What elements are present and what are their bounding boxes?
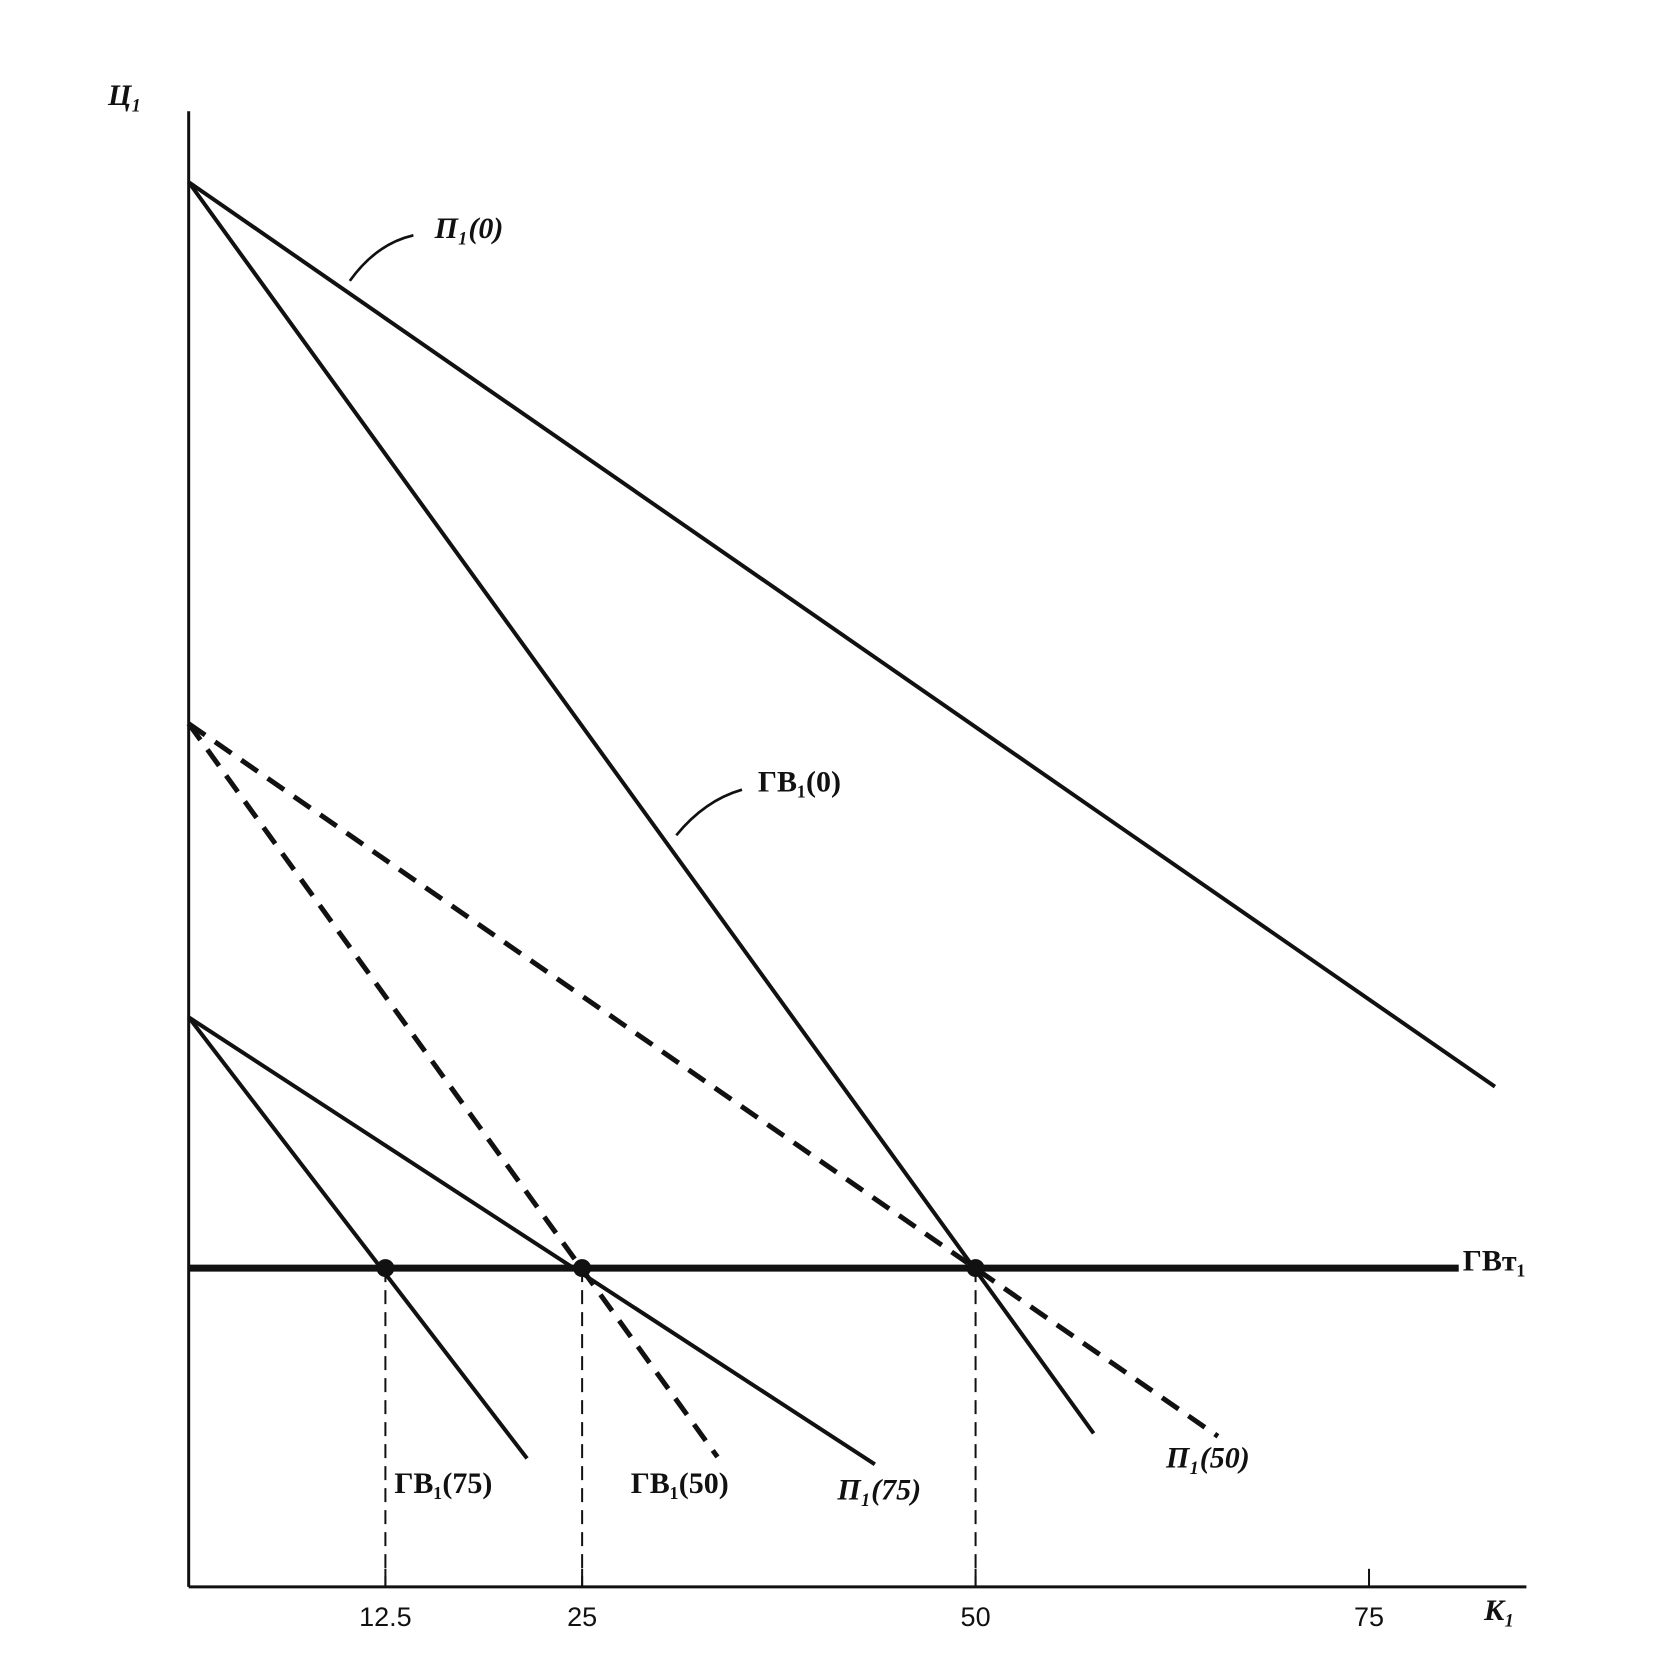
series-line bbox=[187, 721, 1220, 1439]
series-line bbox=[187, 180, 1096, 1435]
equilibrium-point bbox=[573, 1259, 592, 1278]
x-tick-label: 25 bbox=[567, 1602, 597, 1632]
series-line bbox=[187, 1015, 876, 1467]
series-label: П₁(75) bbox=[836, 1473, 921, 1506]
series-label: ГВт₁ bbox=[1463, 1244, 1526, 1277]
series-line bbox=[187, 1016, 529, 1460]
label-arrow bbox=[348, 234, 414, 282]
x-axis-label: К₁ bbox=[1483, 1594, 1515, 1627]
x-tick-label: 50 bbox=[961, 1602, 991, 1632]
series-label: П₁(0) bbox=[434, 212, 504, 245]
series-line bbox=[187, 180, 1497, 1089]
series-label: ГВ₁(50) bbox=[631, 1467, 729, 1500]
equilibrium-point bbox=[966, 1259, 985, 1278]
x-tick-label: 75 bbox=[1354, 1602, 1384, 1632]
label-arrow bbox=[675, 788, 743, 837]
series-label: ГВ₁(0) bbox=[758, 765, 841, 798]
y-axis-label: Ц₁ bbox=[107, 79, 142, 112]
equilibrium-point bbox=[376, 1259, 395, 1278]
x-tick-label: 12.5 bbox=[359, 1602, 412, 1632]
series-line bbox=[186, 722, 720, 1459]
series-label: П₁(50) bbox=[1165, 1442, 1250, 1475]
series-label: ГВ₁(75) bbox=[394, 1467, 492, 1500]
